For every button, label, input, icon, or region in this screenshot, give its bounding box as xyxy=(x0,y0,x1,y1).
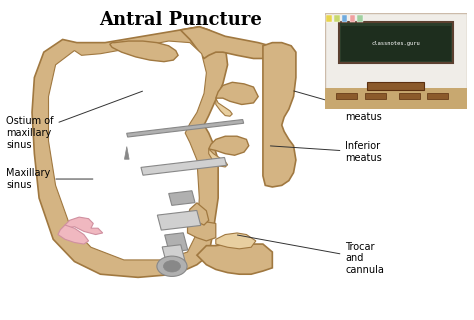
Text: Ostium of
maxillary
sinus: Ostium of maxillary sinus xyxy=(6,91,143,150)
Polygon shape xyxy=(162,245,186,269)
Text: Trocar
and
cannula: Trocar and cannula xyxy=(237,235,384,275)
Polygon shape xyxy=(209,136,249,155)
Polygon shape xyxy=(65,217,103,235)
Polygon shape xyxy=(32,27,228,277)
Polygon shape xyxy=(169,191,195,205)
Polygon shape xyxy=(263,43,296,187)
Text: Antral Puncture: Antral Puncture xyxy=(99,11,262,29)
Polygon shape xyxy=(216,233,256,249)
Polygon shape xyxy=(127,119,244,137)
Circle shape xyxy=(157,256,187,276)
Text: classnotes.guru: classnotes.guru xyxy=(372,41,420,46)
Polygon shape xyxy=(188,203,209,225)
Text: Middle
meatus: Middle meatus xyxy=(294,91,382,122)
Polygon shape xyxy=(216,82,258,105)
Polygon shape xyxy=(164,233,188,252)
Polygon shape xyxy=(125,147,129,159)
Polygon shape xyxy=(58,225,89,244)
Polygon shape xyxy=(141,157,227,175)
Text: Inferior
meatus: Inferior meatus xyxy=(270,141,382,163)
Polygon shape xyxy=(181,27,273,59)
Bar xyxy=(334,15,339,22)
Bar xyxy=(349,15,355,22)
Polygon shape xyxy=(157,211,201,230)
Polygon shape xyxy=(216,98,232,116)
Bar xyxy=(341,26,450,61)
Polygon shape xyxy=(110,41,178,62)
Polygon shape xyxy=(48,41,206,260)
Bar xyxy=(326,15,332,22)
Circle shape xyxy=(164,260,181,272)
Bar xyxy=(342,15,347,22)
Bar xyxy=(365,93,386,99)
Bar xyxy=(325,88,467,109)
Bar xyxy=(336,93,357,99)
Text: Maxillary
sinus: Maxillary sinus xyxy=(6,168,93,190)
Bar xyxy=(367,82,424,90)
Bar xyxy=(357,15,363,22)
Bar xyxy=(399,93,420,99)
Polygon shape xyxy=(188,220,216,241)
Polygon shape xyxy=(197,244,273,274)
Bar xyxy=(427,93,448,99)
Bar xyxy=(339,22,453,63)
Polygon shape xyxy=(209,149,228,167)
